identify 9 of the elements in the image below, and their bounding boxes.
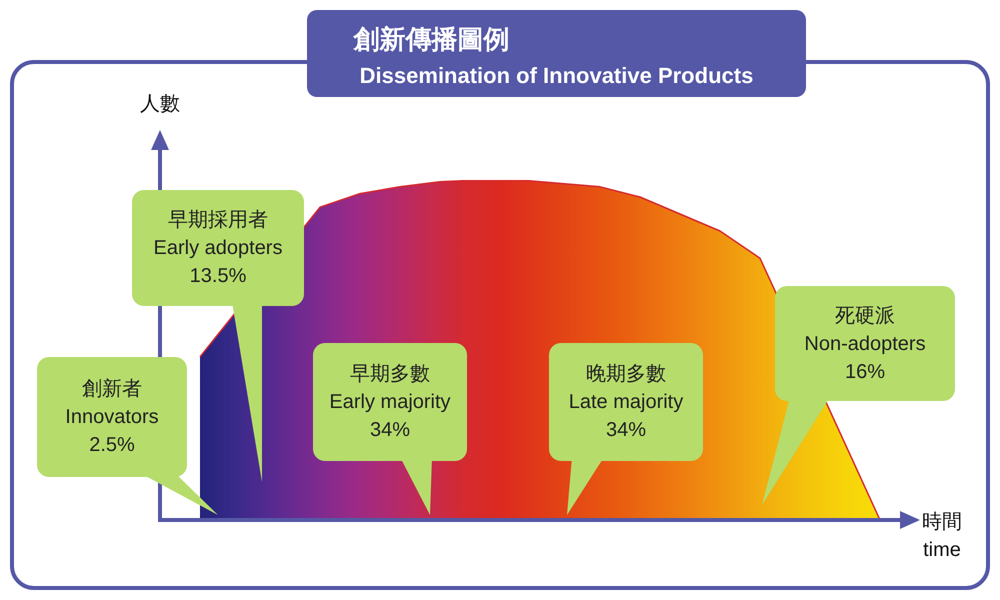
x-axis-title: 時間 time — [922, 510, 962, 563]
annotation: 早期多數 Early majority 34% — [329, 362, 451, 443]
annotation: 早期採用者 Early adopters 13.5% — [154, 208, 282, 289]
chart-subtitle: Dissemination of Innovative Products — [358, 63, 754, 89]
y-axis-title: 人數 — [140, 92, 180, 117]
annotation: 死硬派 Non-adopters 16% — [804, 304, 926, 384]
annotation: 晚期多數 Late majority 34% — [568, 362, 684, 443]
annotation: 創新者 Innovators 2.5% — [65, 377, 159, 458]
chart-title: 創新傳播圖例 — [352, 23, 510, 56]
